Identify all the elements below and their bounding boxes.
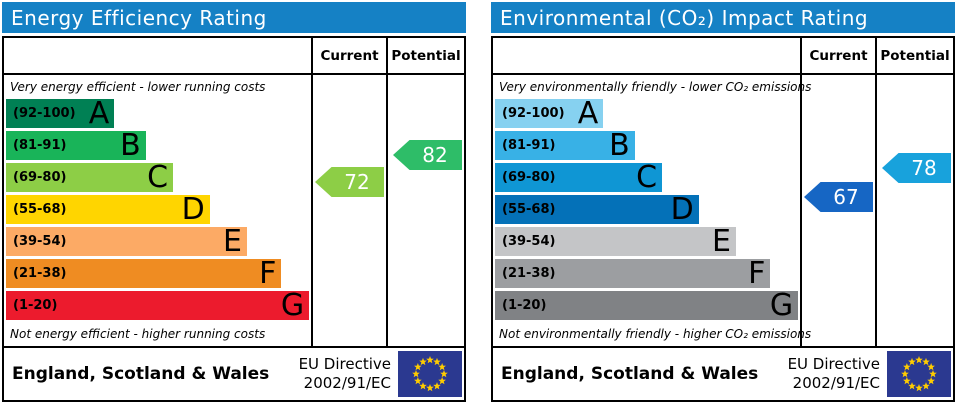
band-a: (92-100) A [6, 96, 115, 131]
band-range-label: (39-54) [502, 234, 556, 249]
band-letter: A [577, 96, 599, 131]
top-caption: Very energy efficient - lower running co… [10, 80, 266, 94]
band-range-label: (81-91) [502, 138, 556, 153]
band-letter: E [711, 224, 731, 259]
band-letter: D [181, 192, 205, 227]
band-c: (69-80) C [495, 160, 663, 195]
column-header-row: Current Potential [493, 38, 953, 75]
band-range-label: (69-80) [502, 170, 556, 185]
panel-title: Environmental (CO₂) Impact Rating [491, 2, 955, 33]
energy-efficiency-panel: Energy Efficiency Rating Current Potenti… [0, 0, 468, 404]
chart-area: Very environmentally friendly - lower CO… [493, 75, 953, 346]
band-e: (39-54) E [6, 224, 247, 259]
band-range-label: (1-20) [13, 298, 58, 313]
chart-area: Very energy efficient - lower running co… [4, 75, 464, 346]
band-range-label: (92-100) [502, 106, 565, 121]
column-header-row: Current Potential [4, 38, 464, 75]
bands-cell: Very environmentally friendly - lower CO… [493, 75, 812, 346]
band-letter: G [280, 288, 305, 323]
potential-rating-cell: 78 [875, 75, 953, 346]
environmental-impact-panel: Environmental (CO₂) Impact Rating Curren… [489, 0, 957, 404]
eu-directive-line2: 2002/91/EC [303, 374, 391, 392]
bands: (92-100) A (81-91) B (69-80) C (55-68) D (39-54)… [6, 99, 311, 323]
band-b: (81-91) B [6, 128, 146, 163]
band-letter: D [670, 192, 694, 227]
band-range-label: (21-38) [502, 266, 556, 281]
footer: England, Scotland & Wales EU Directive 2… [493, 346, 953, 400]
band-range-label: (81-91) [13, 138, 67, 153]
band-letter: C [636, 160, 658, 195]
band-range-label: (92-100) [13, 106, 76, 121]
header-spacer [493, 38, 800, 73]
band-b: (81-91) B [495, 128, 635, 163]
rating-table: Current Potential Very energy efficient … [2, 36, 466, 402]
band-d: (55-68) D [6, 192, 210, 227]
band-letter: G [769, 288, 794, 323]
potential-column-header: Potential [386, 38, 464, 73]
band-range-label: (21-38) [13, 266, 67, 281]
band-range-label: (1-20) [502, 298, 547, 313]
eu-directive-label: EU Directive 2002/91/EC [788, 355, 880, 393]
footer: England, Scotland & Wales EU Directive 2… [4, 346, 464, 400]
current-rating-arrow: 72 [315, 167, 384, 197]
eu-directive-line1: EU Directive [298, 355, 391, 374]
bands-cell: Very energy efficient - lower running co… [4, 75, 311, 346]
potential-rating-arrow: 78 [882, 153, 951, 183]
eu-directive-line2: 2002/91/EC [792, 374, 880, 392]
band-letter: F [748, 256, 766, 291]
potential-column-header: Potential [875, 38, 953, 73]
eu-flag-icon [887, 351, 951, 397]
current-rating-cell: 67 [800, 75, 875, 346]
current-column-header: Current [311, 38, 386, 73]
band-letter: E [222, 224, 242, 259]
band-g: (1-20) G [6, 288, 310, 323]
potential-rating-arrow: 82 [393, 140, 462, 170]
band-g: (1-20) G [495, 288, 799, 323]
rating-table: Current Potential Very environmentally f… [491, 36, 955, 402]
bands: (92-100) A (81-91) B (69-80) C (55-68) D (39-54)… [495, 99, 800, 323]
eu-directive-label: EU Directive 2002/91/EC [299, 355, 391, 393]
bottom-caption: Not environmentally friendly - higher CO… [499, 327, 812, 341]
header-spacer [4, 38, 311, 73]
band-f: (21-38) F [6, 256, 282, 291]
region-label: England, Scotland & Wales [501, 364, 759, 384]
eu-directive-line1: EU Directive [787, 355, 880, 374]
band-e: (39-54) E [495, 224, 736, 259]
band-a: (92-100) A [495, 96, 604, 131]
band-range-label: (55-68) [502, 202, 556, 217]
band-range-label: (55-68) [13, 202, 67, 217]
bottom-caption: Not energy efficient - higher running co… [10, 327, 266, 341]
top-caption: Very environmentally friendly - lower CO… [499, 80, 812, 94]
potential-rating-cell: 82 [386, 75, 464, 346]
current-rating-cell: 72 [311, 75, 386, 346]
band-letter: A [88, 96, 110, 131]
band-letter: C [147, 160, 169, 195]
panel-title: Energy Efficiency Rating [2, 2, 466, 33]
band-range-label: (39-54) [13, 234, 67, 249]
band-c: (69-80) C [6, 160, 174, 195]
current-column-header: Current [800, 38, 875, 73]
current-rating-arrow: 67 [804, 182, 873, 212]
band-range-label: (69-80) [13, 170, 67, 185]
band-letter: F [259, 256, 277, 291]
band-letter: B [609, 128, 630, 163]
eu-flag-icon [398, 351, 462, 397]
region-label: England, Scotland & Wales [12, 364, 270, 384]
band-letter: B [120, 128, 141, 163]
band-d: (55-68) D [495, 192, 699, 227]
band-f: (21-38) F [495, 256, 771, 291]
